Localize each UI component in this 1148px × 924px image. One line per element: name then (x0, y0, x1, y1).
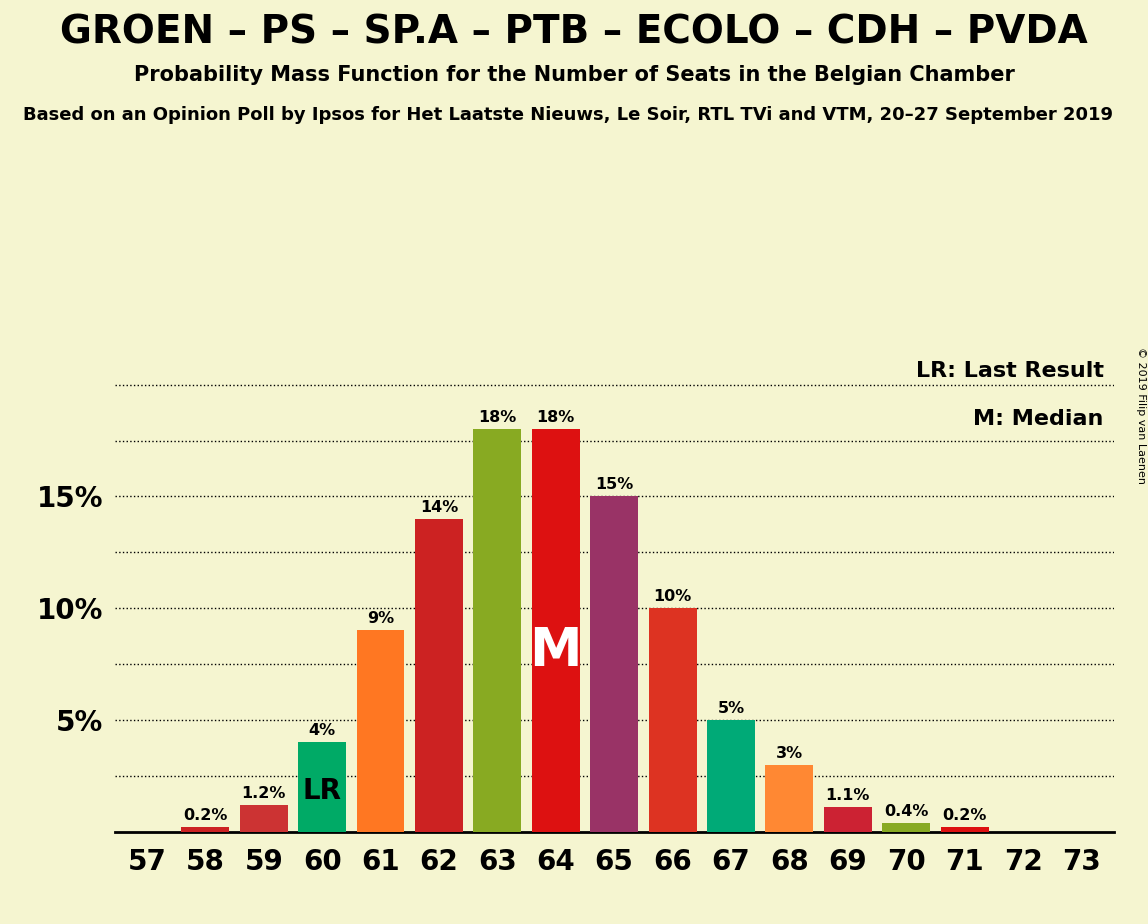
Text: 9%: 9% (367, 612, 394, 626)
Text: 0.2%: 0.2% (943, 808, 987, 823)
Text: M: Median: M: Median (974, 408, 1103, 429)
Text: 1.2%: 1.2% (241, 785, 286, 801)
Bar (181, 827, 230, 832)
Text: 5%: 5% (718, 700, 745, 716)
Text: 1.1%: 1.1% (825, 788, 870, 803)
Bar (590, 496, 638, 832)
Bar (824, 807, 871, 832)
Text: 0.2%: 0.2% (184, 808, 227, 823)
Bar (649, 608, 697, 832)
Text: 14%: 14% (420, 500, 458, 515)
Text: LR: Last Result: LR: Last Result (916, 360, 1103, 381)
Text: 3%: 3% (776, 746, 802, 760)
Text: Probability Mass Function for the Number of Seats in the Belgian Chamber: Probability Mass Function for the Number… (133, 65, 1015, 85)
Text: M: M (529, 625, 582, 676)
Bar (940, 827, 988, 832)
Text: 0.4%: 0.4% (884, 804, 929, 819)
Text: GROEN – PS – SP.A – PTB – ECOLO – CDH – PVDA: GROEN – PS – SP.A – PTB – ECOLO – CDH – … (60, 14, 1088, 52)
Bar (298, 742, 346, 832)
Bar (883, 822, 930, 832)
Text: 18%: 18% (536, 410, 575, 425)
Text: 15%: 15% (595, 478, 634, 492)
Bar (473, 430, 521, 832)
Text: 18%: 18% (479, 410, 517, 425)
Bar (532, 430, 580, 832)
Bar (707, 720, 755, 832)
Text: Based on an Opinion Poll by Ipsos for Het Laatste Nieuws, Le Soir, RTL TVi and V: Based on an Opinion Poll by Ipsos for He… (23, 106, 1112, 124)
Text: 4%: 4% (309, 723, 335, 738)
Text: © 2019 Filip van Laenen: © 2019 Filip van Laenen (1135, 347, 1146, 484)
Bar (240, 805, 288, 832)
Bar (357, 630, 404, 832)
Bar (766, 764, 813, 832)
Text: 10%: 10% (653, 590, 692, 604)
Text: LR: LR (303, 777, 342, 806)
Bar (416, 518, 463, 832)
